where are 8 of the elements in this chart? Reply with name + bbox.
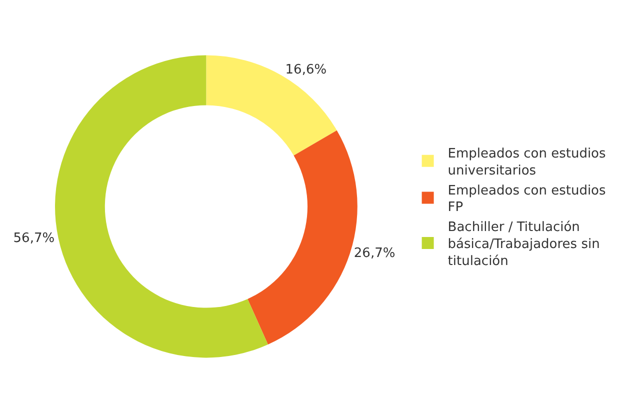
donut-slice: [55, 55, 268, 358]
legend-label: Bachiller / Titulación básica/Trabajadores sin titulación: [448, 220, 600, 269]
donut-slice: [206, 55, 337, 156]
data-label: 16,6%: [285, 62, 327, 78]
data-label: 26,7%: [354, 246, 396, 261]
data-label: 56,7%: [13, 230, 55, 246]
legend-label: Empleados con estudios universitarios: [448, 146, 606, 178]
legend-label: Empleados con estudios FP: [448, 183, 606, 216]
